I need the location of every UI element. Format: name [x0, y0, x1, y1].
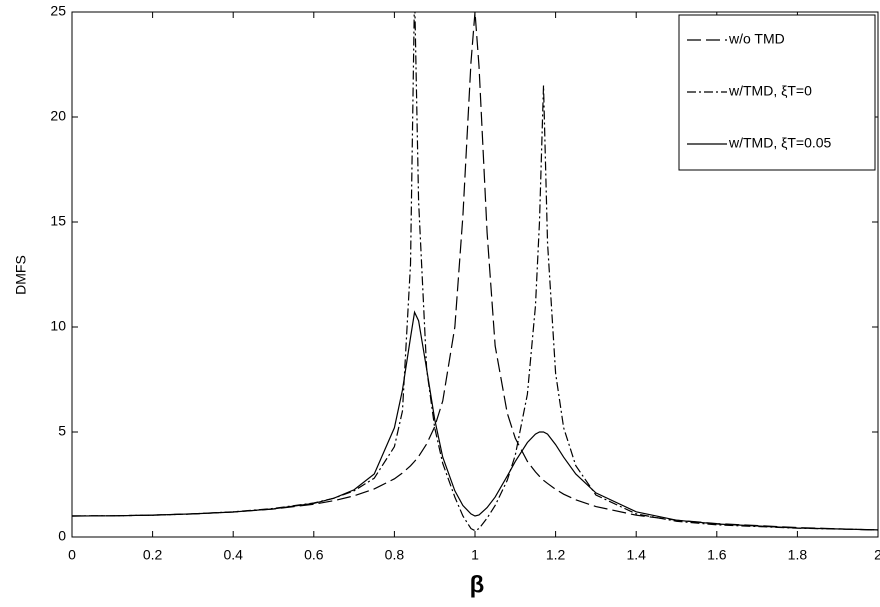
- x-tick-label: 2: [874, 547, 880, 563]
- x-tick-label: 1.8: [788, 547, 808, 563]
- x-tick-label: 1: [471, 547, 479, 563]
- x-axis-label: β: [470, 571, 485, 598]
- y-tick-label: 0: [58, 528, 66, 544]
- legend-label: w/TMD, ξT=0: [728, 83, 812, 99]
- x-tick-label: 1.2: [546, 547, 566, 563]
- x-tick-label: 0.8: [385, 547, 405, 563]
- y-axis-label: DMFS: [13, 255, 29, 295]
- x-tick-label: 0: [68, 547, 76, 563]
- x-tick-label: 0.4: [223, 547, 243, 563]
- legend-label: w/TMD, ξT=0.05: [728, 135, 832, 151]
- legend: w/o TMD w/TMD, ξT=0 w/TMD, ξT=0.05: [678, 14, 876, 171]
- y-tick-label: 5: [58, 423, 66, 439]
- x-tick-label: 1.6: [707, 547, 727, 563]
- legend-label: w/o TMD: [728, 31, 785, 47]
- x-tick-label: 1.4: [626, 547, 646, 563]
- y-tick-label: 15: [50, 213, 66, 229]
- series-line: [72, 310, 878, 531]
- x-tick-label: 0.2: [143, 547, 163, 563]
- y-tick-label: 20: [50, 108, 66, 124]
- plot-area: [72, 12, 878, 532]
- y-tick-label: 25: [50, 3, 66, 19]
- y-tick-label: 10: [50, 318, 66, 334]
- series-line: [72, 12, 878, 531]
- x-tick-label: 0.6: [304, 547, 324, 563]
